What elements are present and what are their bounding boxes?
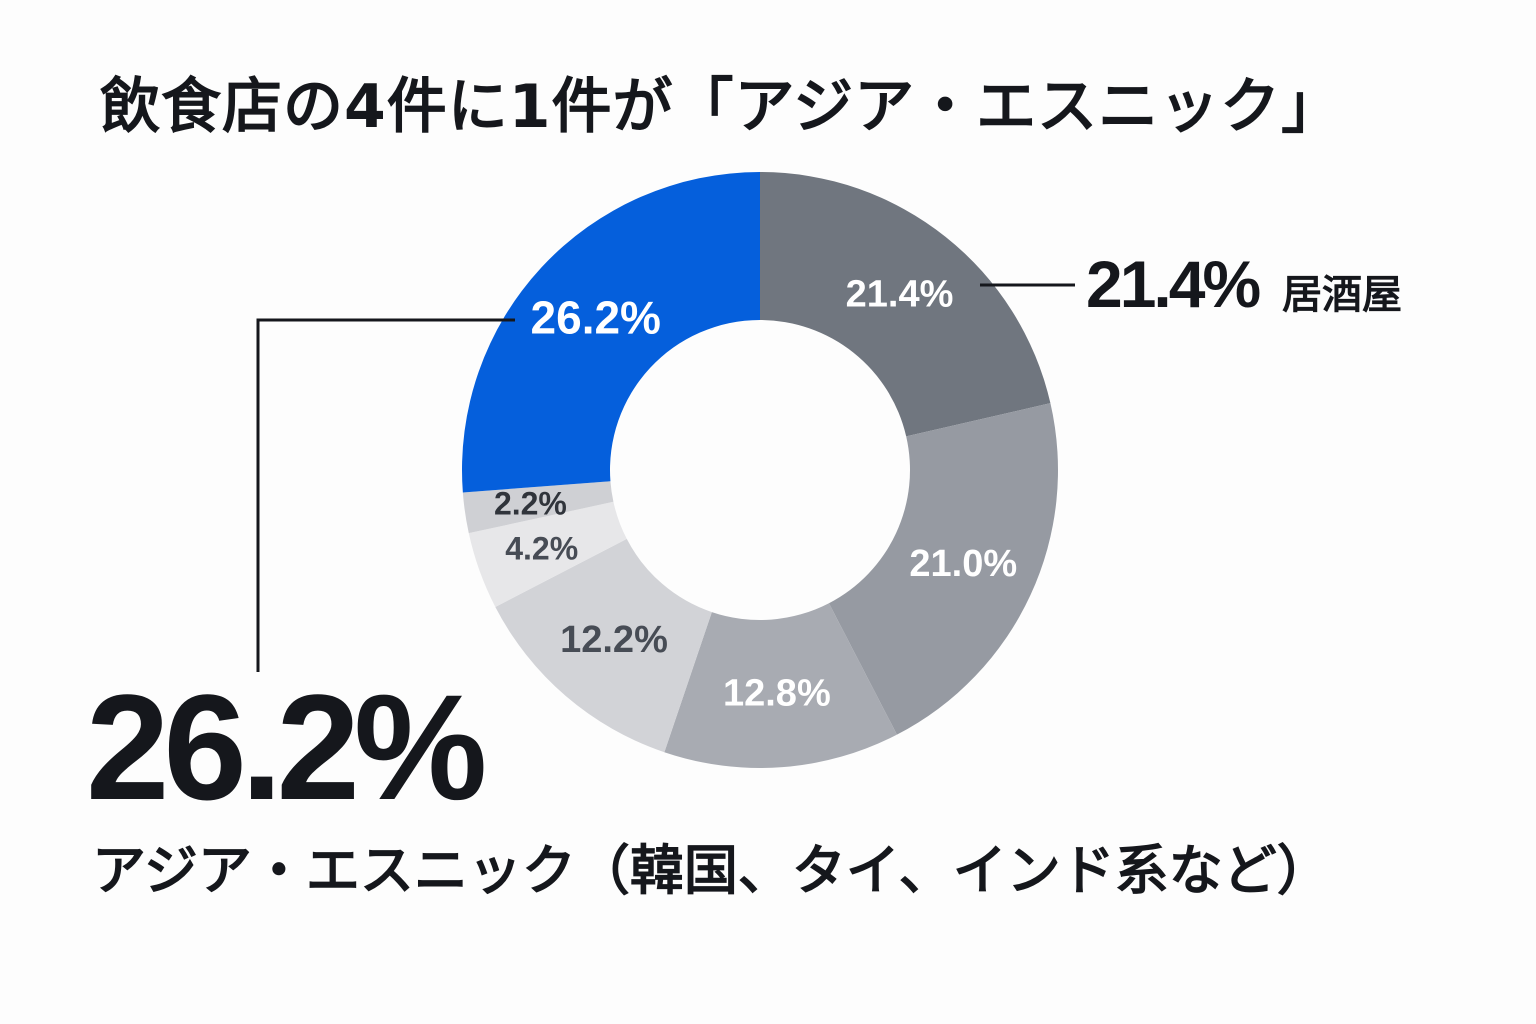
slice-1 [828,403,1058,735]
slice-label-0: 21.4% [846,274,954,316]
slice-label-6: 26.2% [531,292,661,344]
slice-label-5: 2.2% [494,485,567,521]
callout-line-left [256,318,515,672]
slice-4 [468,501,627,607]
slice-2 [664,603,897,769]
callout-right-value: 21.4% [1086,247,1261,321]
slice-6 [462,172,760,493]
slice-label-4: 4.2% [505,531,578,567]
slice-0 [760,172,1051,437]
slice-3 [495,538,712,753]
chart-title: 飲食店の4件に1件が「アジア・エスニック」 [100,72,1343,142]
highlight-value: 26.2% [86,663,487,831]
slice-label-2: 12.8% [723,672,831,714]
slice-label-1: 21.0% [909,543,1017,585]
highlight-label: アジア・エスニック（韓国、タイ、インド系など） [92,839,1331,902]
slice-label-3: 12.2% [560,619,668,661]
slice-5 [462,481,614,534]
callout-right-label: 居酒屋 [1282,272,1402,318]
